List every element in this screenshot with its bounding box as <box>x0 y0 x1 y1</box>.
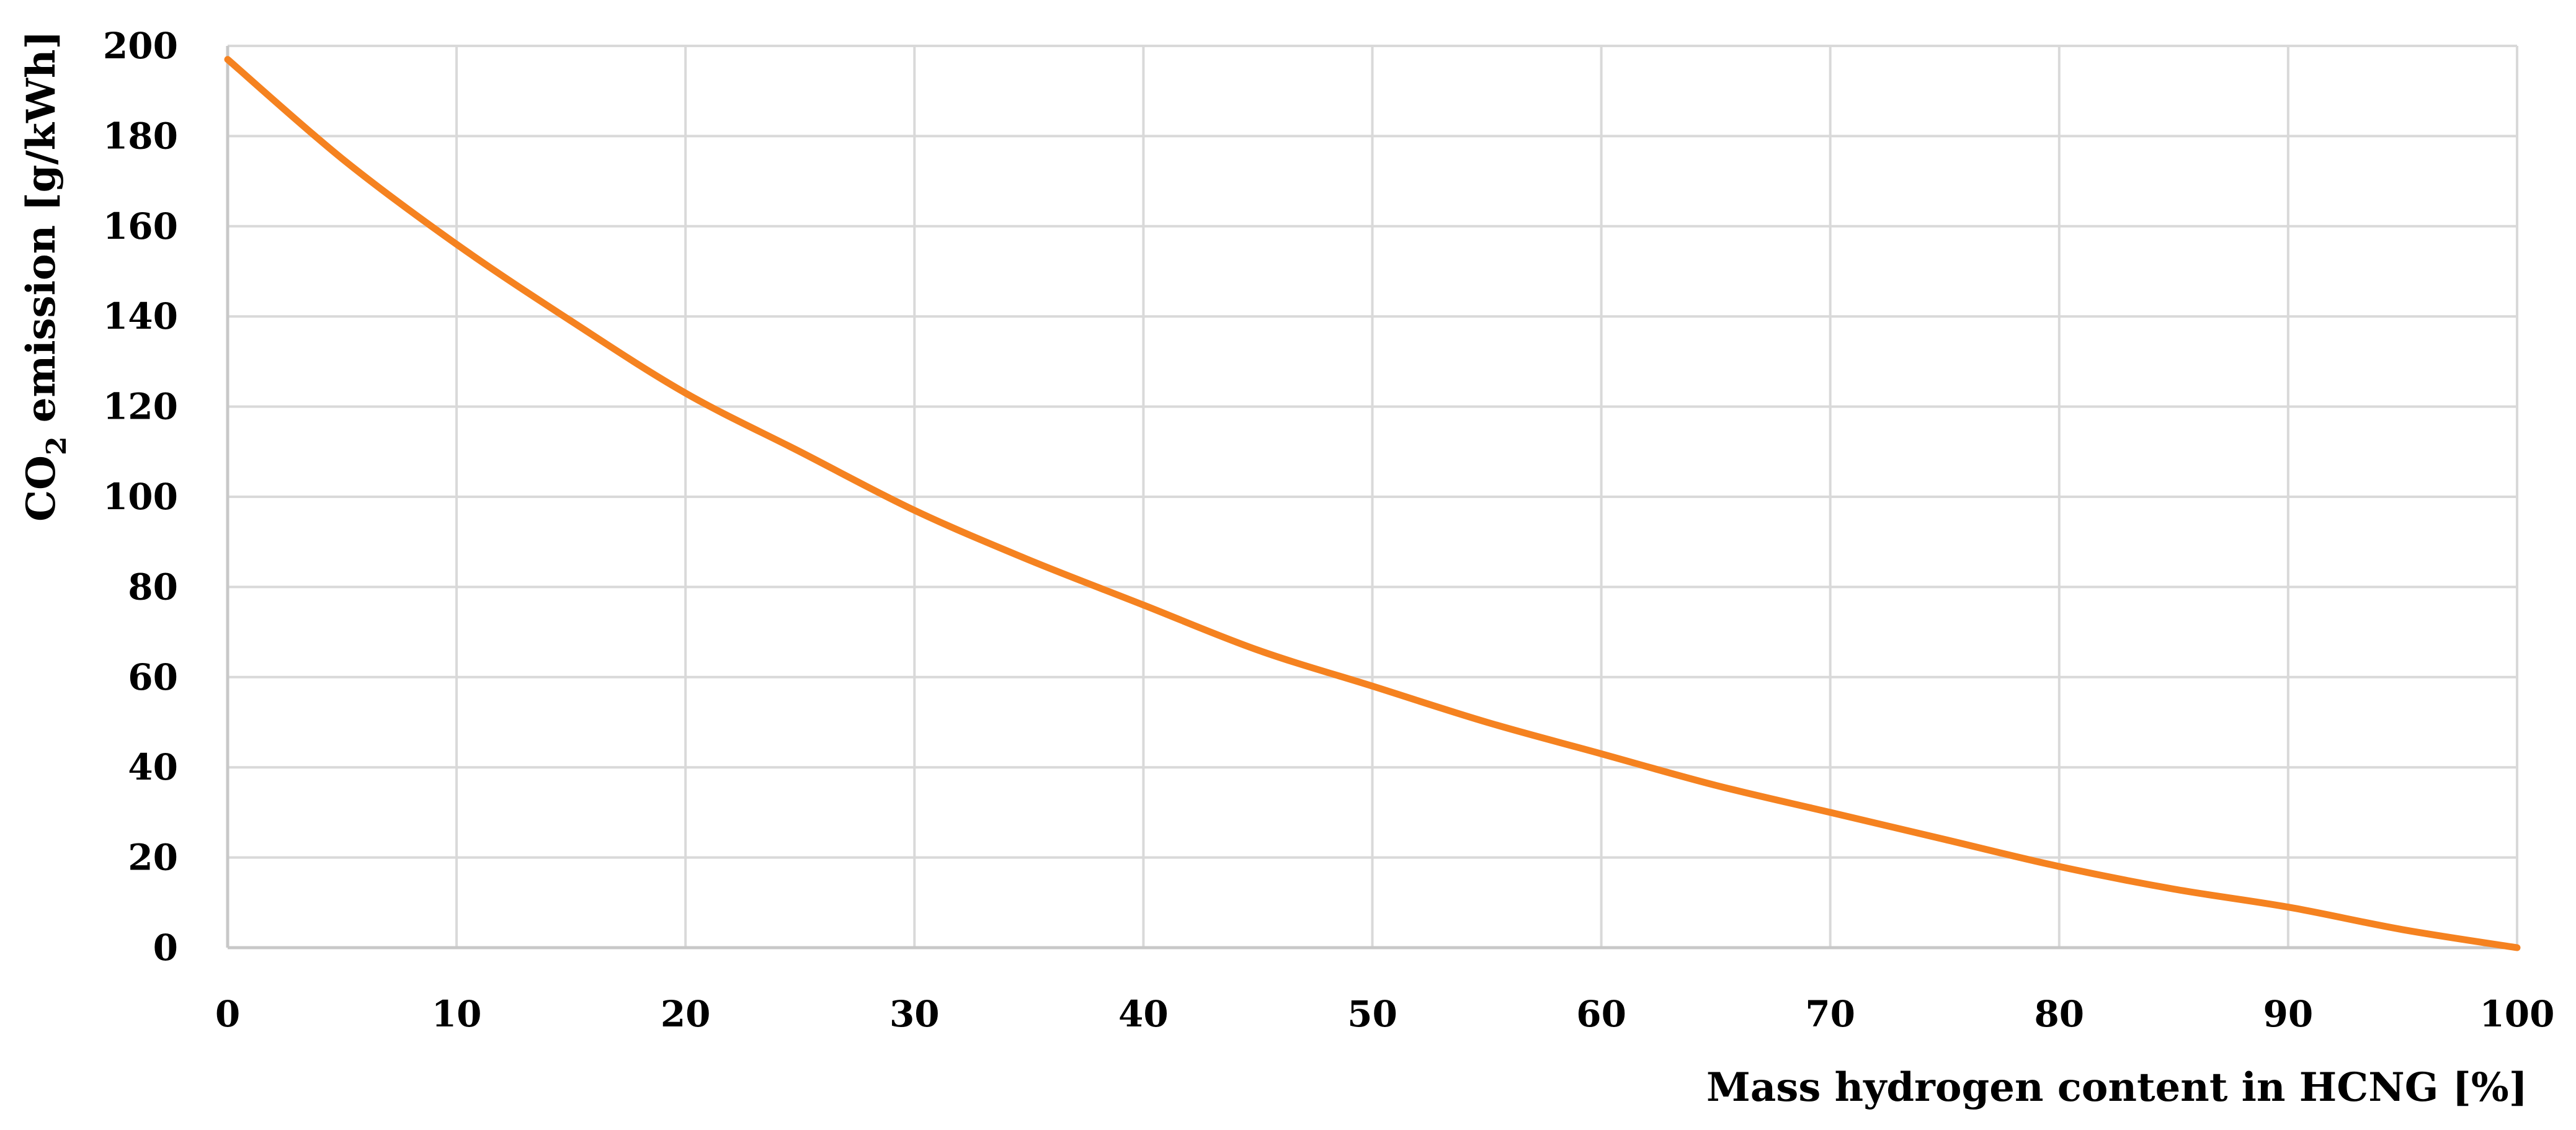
y-tick-label: 160 <box>103 205 178 247</box>
axes <box>226 46 2517 950</box>
y-tick-label: 40 <box>128 746 178 788</box>
y-tick-label: 80 <box>128 566 178 608</box>
y-tick-label: 200 <box>103 25 178 67</box>
x-tick-label: 40 <box>1118 993 1169 1035</box>
vertical-gridlines <box>455 46 2518 948</box>
x-tick-label: 30 <box>889 993 940 1035</box>
y-axis-title-unit: emission [g/kWh] <box>18 30 65 436</box>
x-tick-label: 80 <box>2034 993 2084 1035</box>
y-axis-title-subscript: 2 <box>41 437 73 456</box>
x-axis-title: Mass hydrogen content in HCNG [%] <box>1706 1064 2528 1111</box>
x-tick-labels: 0 10 20 30 40 50 60 70 80 90 100 <box>215 993 2555 1035</box>
y-tick-label: 120 <box>103 386 178 428</box>
x-tick-label: 90 <box>2263 993 2314 1035</box>
y-tick-label: 140 <box>103 295 178 337</box>
x-tick-label: 0 <box>215 993 240 1035</box>
y-tick-labels: 0 20 40 60 80 100 120 140 160 180 200 <box>103 25 178 969</box>
data-series <box>224 56 2521 951</box>
x-tick-label: 60 <box>1576 993 1626 1035</box>
y-axis-title-main: CO <box>18 455 65 522</box>
y-tick-label: 100 <box>103 476 178 518</box>
x-tick-label: 20 <box>661 993 711 1035</box>
y-tick-label: 60 <box>128 656 178 698</box>
x-tick-label: 50 <box>1347 993 1397 1035</box>
y-tick-label: 180 <box>103 115 178 157</box>
x-tick-label: 10 <box>432 993 482 1035</box>
y-axis-title: CO2 emission [g/kWh] <box>18 30 73 522</box>
x-tick-label: 100 <box>2479 993 2554 1035</box>
y-tick-label: 20 <box>128 837 178 879</box>
x-tick-label: 70 <box>1805 993 1855 1035</box>
series-line <box>224 56 2521 951</box>
y-tick-label: 0 <box>153 927 178 969</box>
